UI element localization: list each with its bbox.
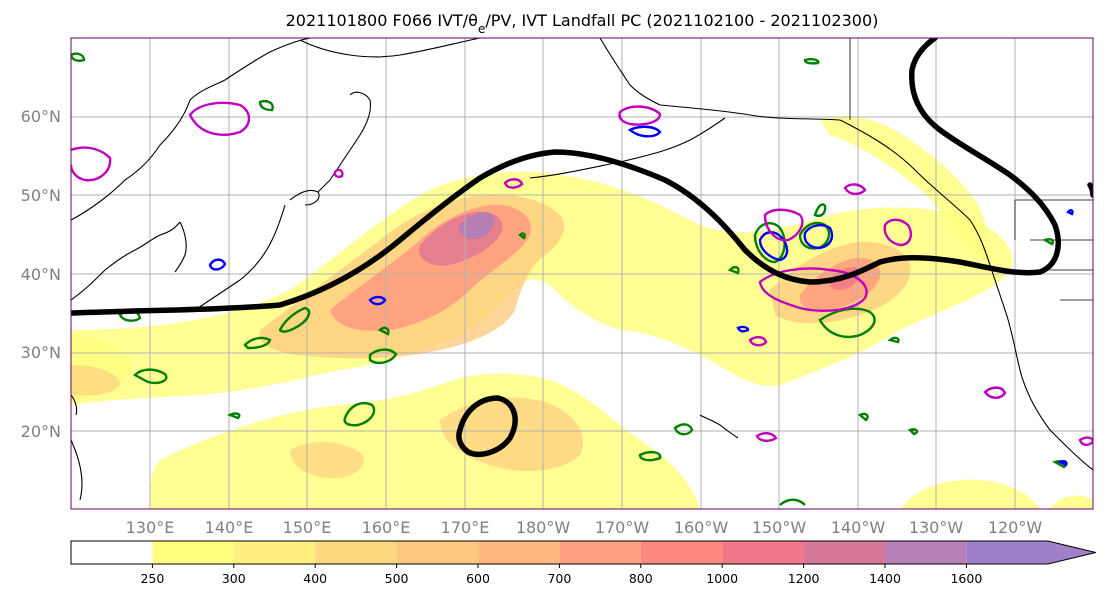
colorbar-segment-4 [396,541,478,564]
ivt-filled-contours [71,116,1093,509]
lon-label-170w: 170°W [595,518,650,537]
colorbar-segment-0 [71,541,153,564]
lon-label-140e: 140°E [205,518,254,537]
lat-label-40n: 40°N [21,265,61,284]
colorbar-tick-label: 500 [385,571,409,586]
lon-label-120w: 120°W [988,518,1043,537]
coastlines [71,38,1093,501]
colorbar: 250 300 400 500 600 700 800 1000 1200 1400 1600 [70,540,1096,586]
lon-label-140w: 140°W [831,518,886,537]
korea-peninsula [174,221,187,273]
lat-label-60n: 60°N [21,107,61,126]
lat-label-30n: 30°N [21,343,61,362]
colorbar-segment-7 [640,541,723,564]
colorbar-segment-3 [315,541,397,564]
colorbar-segment-9 [803,541,885,564]
lon-label-160w: 160°W [674,518,729,537]
kuril-islands [317,179,331,193]
colorbar-tick-label: 600 [466,571,490,586]
colorbar-segment-5 [478,541,560,564]
ivt-400-band-south-west [290,441,364,479]
kamchatka [329,91,372,181]
ivt-250-coast-band [820,116,990,261]
colorbar-tick-label: 1400 [869,571,901,586]
hawaii-islands [699,414,739,439]
lon-labels: 130°E 140°E 150°E 160°E 170°E 180°W 170°… [126,518,1043,537]
colorbar-segment-10 [885,541,967,564]
ivt-250-blob-far-east [1050,495,1093,509]
lon-label-170e: 170°E [441,518,490,537]
lon-label-130w: 130°W [909,518,964,537]
colorbar-ticks: 250 300 400 500 600 700 800 1000 1200 1400 1600 [140,564,982,586]
ivt-1400-core-main [458,212,495,239]
china-coast [71,221,181,301]
landfall-pc-main-line [71,38,1061,316]
north-america-coast [839,119,1093,471]
ivt-250-blob-east [900,479,1040,509]
lon-label-160e: 160°E [362,518,411,537]
philippines [71,439,83,501]
political-boundaries [849,38,1093,301]
colorbar-segment-1 [152,541,234,564]
colorbar-outline [70,540,1096,565]
lon-label-130e: 130°E [126,518,175,537]
lon-label-180w: 180°W [516,518,571,537]
colorbar-segment-2 [233,541,316,564]
lat-label-20n: 20°N [21,422,61,441]
taiwan [71,394,78,416]
colorbar-segment-8 [722,541,804,564]
alaska-south [659,104,841,121]
colorbar-tick-label: 800 [629,571,653,586]
alaska-west [599,38,661,106]
colorbar-tick-label: 1600 [950,571,982,586]
colorbar-tick-label: 400 [303,571,327,586]
colorbar-tick-label: 1200 [788,571,820,586]
pv-contours-magenta [71,101,1093,446]
landfall-pc-south-loop [456,395,518,458]
asia-coastline [71,38,311,221]
lon-label-150w: 150°W [752,518,807,537]
colorbar-tick-label: 700 [547,571,571,586]
aleutians [529,117,726,179]
japan-honshu [194,204,286,311]
colorbar-tick-label: 300 [222,571,246,586]
colorbar-segments [70,540,1096,565]
colorbar-tick-label: 1000 [706,571,738,586]
ivt-400-band-west [71,365,120,396]
colorbar-segment-6 [559,541,641,564]
lat-label-50n: 50°N [21,186,61,205]
lat-labels: 60°N 50°N 40°N 30°N 20°N [21,107,61,441]
map-panel [70,37,1094,510]
colorbar-segment-11 [966,541,1096,564]
colorbar-tick-label: 250 [140,571,164,586]
siberia-north [299,38,481,58]
theta-e-contours [71,52,1067,506]
ivt-250-band-south [150,373,700,509]
lon-label-150e: 150°E [283,518,332,537]
figure-title: 2021101800 F066 IVT/θe/PV, IVT Landfall … [286,11,879,36]
